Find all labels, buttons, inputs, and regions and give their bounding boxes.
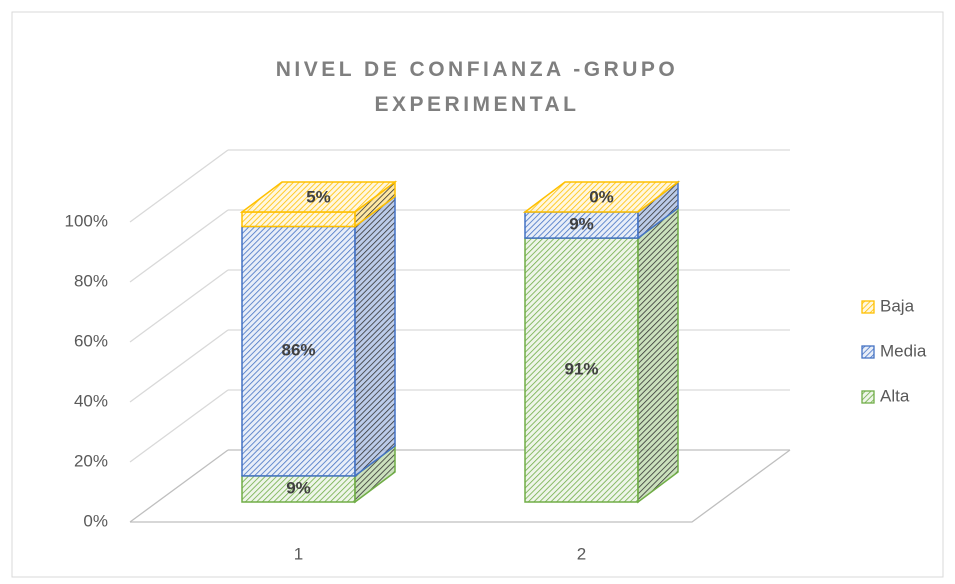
x-tick-label: 1	[294, 544, 303, 563]
y-tick-label: 80%	[74, 271, 108, 290]
y-tick-label: 60%	[74, 331, 108, 350]
grid-line-depth	[129, 269, 229, 343]
chart-title: NIVEL DE CONFIANZA -GRUPO EXPERIMENTAL	[275, 58, 679, 116]
data-label: 91%	[564, 360, 598, 379]
grid-line-depth	[129, 449, 229, 523]
bar-side	[354, 195, 396, 478]
grid-line-depth	[129, 209, 229, 283]
legend-swatch	[861, 345, 875, 359]
bar-front	[241, 211, 356, 228]
chart-border	[11, 11, 944, 578]
legend-label: Media	[880, 341, 927, 360]
bar-front	[241, 225, 356, 477]
bar-front	[524, 237, 639, 503]
bar-side	[637, 206, 679, 504]
y-tick-label: 100%	[65, 211, 108, 230]
bar-front	[524, 211, 639, 239]
legend-label: Alta	[880, 386, 910, 405]
legend-swatch	[861, 300, 875, 314]
bar-top	[239, 181, 398, 213]
bar-front	[241, 475, 356, 503]
floor-edge	[130, 449, 791, 523]
grid-line-depth	[129, 389, 229, 463]
grid-line-depth	[129, 329, 229, 403]
data-label: 5%	[306, 187, 331, 206]
data-label: 9%	[286, 478, 311, 497]
legend-swatch	[861, 390, 875, 404]
y-tick-label: 40%	[74, 391, 108, 410]
y-tick-label: 20%	[74, 451, 108, 470]
y-tick-label: 0%	[83, 511, 108, 530]
data-label: 0%	[589, 187, 614, 206]
x-tick-label: 2	[577, 544, 586, 563]
data-label: 86%	[281, 341, 315, 360]
bar-top	[522, 181, 681, 213]
grid-line-depth	[129, 149, 229, 223]
legend-label: Baja	[880, 296, 915, 315]
data-label: 9%	[569, 215, 594, 234]
